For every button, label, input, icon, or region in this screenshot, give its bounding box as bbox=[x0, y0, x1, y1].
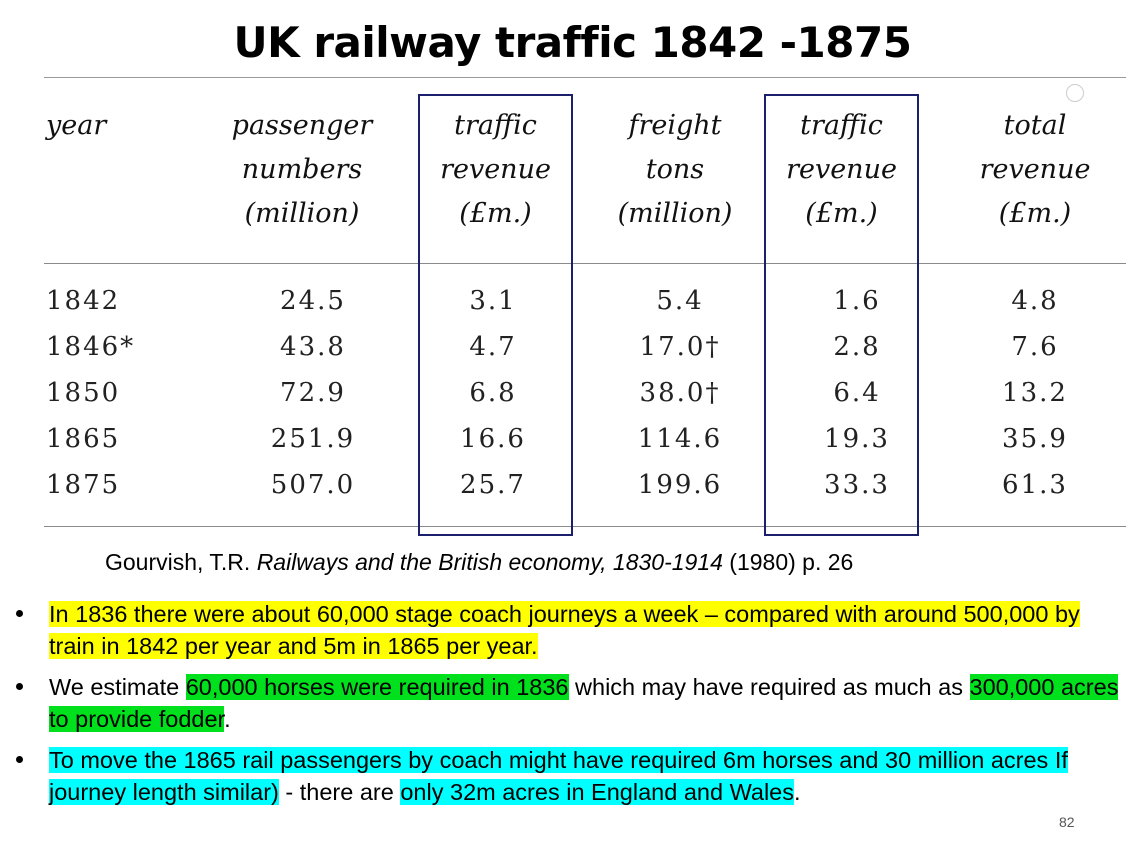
column-header-line: revenue bbox=[979, 154, 1091, 185]
bullet-item: We estimate 60,000 horses were required … bbox=[14, 671, 1124, 735]
table-cell-passenger-revenue: 3.1 bbox=[469, 286, 517, 316]
column-header-year: year bbox=[46, 104, 156, 148]
faint-circle-mark bbox=[1066, 84, 1084, 102]
header-divider bbox=[44, 263, 1126, 264]
table-cell-freight-revenue: 33.3 bbox=[824, 470, 890, 500]
bullet-item: In 1836 there were about 60,000 stage co… bbox=[14, 598, 1124, 662]
table-cell-total-revenue: 13.2 bbox=[1002, 378, 1068, 408]
column-header-line: year bbox=[46, 110, 107, 141]
column-header-line: tons bbox=[645, 154, 705, 185]
column-header-line: freight bbox=[628, 110, 722, 141]
column-header-line: numbers bbox=[241, 154, 363, 185]
page-number: 82 bbox=[1059, 814, 1075, 830]
highlighted-text: 60,000 horses were required in 1836 bbox=[185, 674, 569, 700]
slide-title: UK railway traffic 1842 -1875 bbox=[233, 18, 912, 67]
bullet-dot-icon bbox=[16, 610, 23, 617]
column-header-line: (£m.) bbox=[998, 198, 1072, 229]
column-header-line: passenger bbox=[231, 110, 373, 141]
column-header-line: total bbox=[1003, 110, 1067, 141]
table-cell-freight-tons: 114.6 bbox=[637, 424, 723, 454]
column-header-passenger-revenue: traffic revenue (£m.) bbox=[422, 104, 569, 236]
table-cell-year: 1850 bbox=[46, 378, 121, 408]
table-cell-passenger-revenue: 16.6 bbox=[460, 424, 526, 454]
bullet-text: which may have required as much as bbox=[568, 674, 970, 700]
title-divider bbox=[44, 77, 1126, 78]
table-cell-passenger-revenue: 4.7 bbox=[469, 332, 517, 362]
bullet-dot-icon bbox=[16, 683, 23, 690]
source-citation: Gourvish, T.R. Railways and the British … bbox=[105, 549, 853, 576]
column-header-line: traffic bbox=[800, 110, 883, 141]
column-header-line: (£m.) bbox=[805, 198, 878, 229]
table-cell-freight-revenue: 19.3 bbox=[824, 424, 890, 454]
bullet-text: . bbox=[224, 706, 231, 732]
bullet-text: . bbox=[793, 779, 801, 805]
bullet-text: We estimate bbox=[49, 674, 186, 700]
table-cell-freight-revenue: 2.8 bbox=[833, 332, 881, 362]
highlighted-text: only 32m acres in England and Wales bbox=[400, 779, 794, 805]
column-header-total-revenue: total revenue (£m.) bbox=[960, 104, 1110, 236]
column-header-freight-revenue: traffic revenue (£m.) bbox=[768, 104, 915, 236]
table-cell-freight-tons: 5.4 bbox=[656, 286, 704, 316]
table-cell-total-revenue: 61.3 bbox=[1002, 470, 1068, 500]
bullet-list: In 1836 there were about 60,000 stage co… bbox=[14, 598, 1124, 817]
table-cell-total-revenue: 35.9 bbox=[1002, 424, 1068, 454]
passenger-revenue-highlight-box bbox=[418, 94, 573, 536]
column-header-passenger-numbers: passenger numbers (million) bbox=[222, 104, 382, 236]
table-cell-total-revenue: 7.6 bbox=[1011, 332, 1059, 362]
source-author: Gourvish, T.R. bbox=[105, 549, 257, 575]
table-cell-year: 1842 bbox=[46, 286, 121, 316]
column-header-line: revenue bbox=[786, 154, 897, 185]
table-cell-year: 1865 bbox=[46, 424, 121, 454]
table-cell-freight-tons: 199.6 bbox=[637, 470, 723, 500]
column-header-line: (million) bbox=[244, 198, 360, 229]
table-cell-total-revenue: 4.8 bbox=[1011, 286, 1059, 316]
table-cell-freight-tons: 38.0† bbox=[639, 378, 721, 408]
table-cell-year: 1846* bbox=[46, 332, 136, 362]
table-cell-passenger-numbers: 43.8 bbox=[280, 332, 346, 362]
source-book-title: Railways and the British economy, 1830-1… bbox=[256, 549, 723, 575]
bullet-text: - there are bbox=[278, 779, 401, 805]
table-cell-passenger-numbers: 507.0 bbox=[270, 470, 356, 500]
table-cell-passenger-numbers: 24.5 bbox=[280, 286, 346, 316]
column-header-line: (million) bbox=[617, 198, 733, 229]
column-header-line: (£m.) bbox=[459, 198, 532, 229]
table-cell-freight-revenue: 6.4 bbox=[833, 378, 881, 408]
table-cell-passenger-revenue: 6.8 bbox=[469, 378, 517, 408]
table-cell-passenger-revenue: 25.7 bbox=[460, 470, 526, 500]
table-bottom-rule bbox=[44, 526, 1126, 527]
source-details: (1980) p. 26 bbox=[722, 549, 854, 575]
table-cell-year: 1875 bbox=[46, 470, 121, 500]
bullet-dot-icon bbox=[16, 756, 23, 763]
bullet-item: To move the 1865 rail passengers by coac… bbox=[14, 744, 1124, 808]
column-header-line: revenue bbox=[440, 154, 551, 185]
table-cell-passenger-numbers: 72.9 bbox=[280, 378, 346, 408]
table-cell-freight-tons: 17.0† bbox=[639, 332, 721, 362]
column-header-freight-tons: freight tons (million) bbox=[600, 104, 750, 236]
table-cell-freight-revenue: 1.6 bbox=[833, 286, 881, 316]
column-header-line: traffic bbox=[454, 110, 537, 141]
freight-revenue-highlight-box bbox=[764, 94, 919, 536]
highlighted-text: In 1836 there were about 60,000 stage co… bbox=[49, 601, 1080, 659]
table-cell-passenger-numbers: 251.9 bbox=[270, 424, 356, 454]
